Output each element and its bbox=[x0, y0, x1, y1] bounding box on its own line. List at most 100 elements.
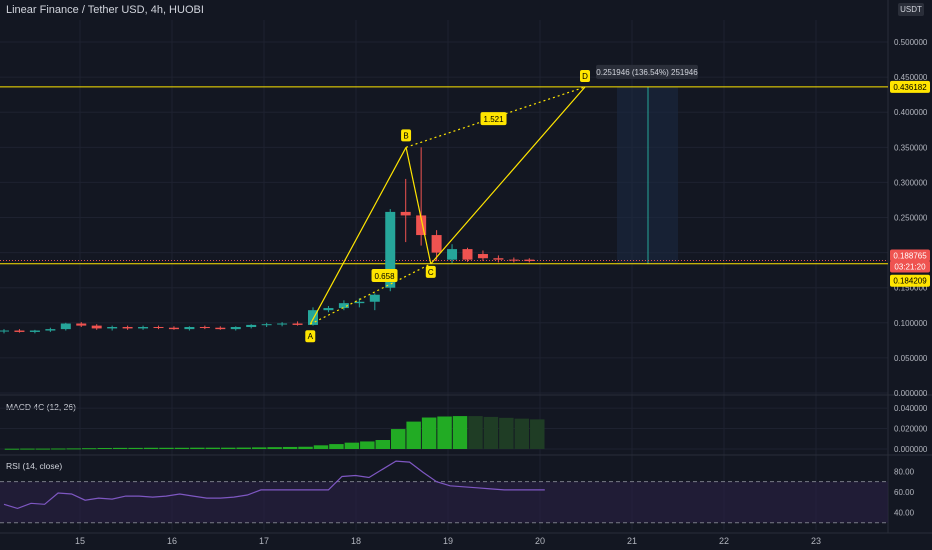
candle-body bbox=[338, 303, 349, 309]
macd-bar bbox=[360, 441, 375, 449]
macd-bar bbox=[298, 446, 313, 449]
macd-bar bbox=[267, 447, 282, 449]
rsi-title: RSI (14, close) bbox=[6, 461, 62, 471]
time-axis-tick: 17 bbox=[259, 536, 269, 546]
price-axis-tick: 0.350000 bbox=[894, 143, 928, 152]
pattern-point-badge bbox=[580, 69, 590, 82]
price-label-current-bg bbox=[890, 249, 930, 262]
time-axis-tick: 22 bbox=[719, 536, 729, 546]
pattern-point-label: C bbox=[428, 268, 434, 277]
candle-body bbox=[354, 301, 365, 304]
candle-body bbox=[14, 330, 25, 332]
rsi-axis-tick: 40.00 bbox=[894, 509, 915, 518]
time-axis-tick: 23 bbox=[811, 536, 821, 546]
pattern-ratio-badge bbox=[371, 269, 398, 283]
pattern-ratio-line bbox=[405, 86, 586, 148]
candle-body bbox=[199, 327, 210, 329]
macd-bar bbox=[421, 417, 437, 449]
price-label-lower: 0.184209 bbox=[893, 277, 927, 286]
macd-bar bbox=[329, 444, 344, 449]
measure-label: 0.251946 (136.54%) 251946 bbox=[596, 68, 698, 77]
time-axis-tick: 20 bbox=[535, 536, 545, 546]
macd-bar bbox=[4, 448, 20, 450]
macd-bar bbox=[159, 447, 174, 449]
macd-bar bbox=[406, 421, 421, 449]
macd-bar bbox=[282, 446, 298, 449]
price-axis-tick: 0.150000 bbox=[894, 284, 928, 293]
candle-body bbox=[431, 235, 442, 253]
pattern-leg bbox=[309, 147, 407, 325]
macd-bar bbox=[468, 416, 483, 449]
pattern-ratio-label: 0.658 bbox=[375, 272, 396, 281]
price-label-upper-bg bbox=[890, 80, 930, 93]
time-axis-tick: 21 bbox=[627, 536, 637, 546]
price-axis-tick: 0.000000 bbox=[894, 389, 928, 398]
candle-body bbox=[385, 211, 396, 288]
candle-body bbox=[215, 327, 226, 330]
candle-body bbox=[122, 327, 133, 329]
candle-body bbox=[91, 325, 102, 329]
candle-body bbox=[477, 254, 488, 259]
time-axis-tick: 19 bbox=[443, 536, 453, 546]
chart-title: Linear Finance / Tether USD, 4h, HUOBI bbox=[6, 4, 204, 16]
candle-body bbox=[0, 330, 9, 332]
price-label-upper: 0.436182 bbox=[893, 83, 927, 92]
pattern-leg bbox=[405, 147, 432, 264]
macd-bar bbox=[81, 448, 97, 450]
macd-bar bbox=[236, 447, 251, 449]
candle-body bbox=[447, 249, 458, 260]
pattern-leg bbox=[430, 86, 586, 265]
pattern-point-label: D bbox=[582, 72, 588, 81]
macd-bar bbox=[128, 447, 143, 449]
price-axis-tick: 0.500000 bbox=[894, 38, 928, 47]
pattern-point-badge bbox=[425, 265, 436, 278]
candle-body bbox=[45, 329, 56, 331]
candle-body bbox=[416, 215, 427, 236]
time-axis-tick: 16 bbox=[167, 536, 177, 546]
macd-bar bbox=[313, 445, 329, 449]
macd-bar bbox=[190, 447, 205, 449]
price-label-countdown-bg bbox=[890, 260, 930, 273]
macd-bar bbox=[483, 416, 499, 449]
candle-body bbox=[168, 327, 179, 330]
macd-bar bbox=[66, 448, 82, 450]
price-axis-tick: 0.100000 bbox=[894, 319, 928, 328]
rsi-axis-tick: 80.00 bbox=[894, 467, 915, 476]
price-axis-tick: 0.250000 bbox=[894, 214, 928, 223]
candle-body bbox=[524, 259, 535, 262]
currency-badge bbox=[898, 3, 924, 16]
pattern-point-label: A bbox=[308, 332, 314, 341]
candle-body bbox=[246, 324, 257, 328]
candle-body bbox=[60, 323, 71, 330]
pattern-point-badge bbox=[401, 129, 412, 142]
price-axis-tick: 0.450000 bbox=[894, 73, 928, 82]
macd-title: MACD 4C (12, 26) bbox=[6, 402, 76, 412]
candle-body bbox=[369, 294, 380, 302]
time-axis-tick: 15 bbox=[75, 536, 85, 546]
macd-bar bbox=[499, 417, 514, 449]
macd-bar bbox=[143, 447, 159, 449]
price-label-lower-bg bbox=[890, 274, 930, 287]
candle-body bbox=[107, 327, 118, 329]
measure-label-bg bbox=[596, 64, 698, 79]
macd-bar bbox=[375, 440, 391, 449]
macd-bar bbox=[35, 448, 51, 450]
price-axis-tick: 0.400000 bbox=[894, 108, 928, 117]
macd-bar bbox=[221, 447, 236, 449]
candle-body bbox=[277, 323, 288, 325]
macd-bar bbox=[437, 416, 452, 449]
candle-body bbox=[462, 249, 473, 260]
macd-bar bbox=[20, 448, 35, 450]
pattern-ratio-label: 1.521 bbox=[484, 115, 505, 124]
pattern-point-badge bbox=[305, 330, 316, 343]
macd-axis-tick: 0.040000 bbox=[894, 404, 928, 413]
candle-body bbox=[493, 258, 504, 260]
candle-body bbox=[508, 259, 519, 261]
macd-axis-tick: 0.020000 bbox=[894, 425, 928, 434]
macd-bar bbox=[514, 418, 530, 449]
macd-bar bbox=[390, 429, 406, 449]
candle-body bbox=[184, 327, 195, 330]
macd-bar bbox=[251, 447, 267, 449]
